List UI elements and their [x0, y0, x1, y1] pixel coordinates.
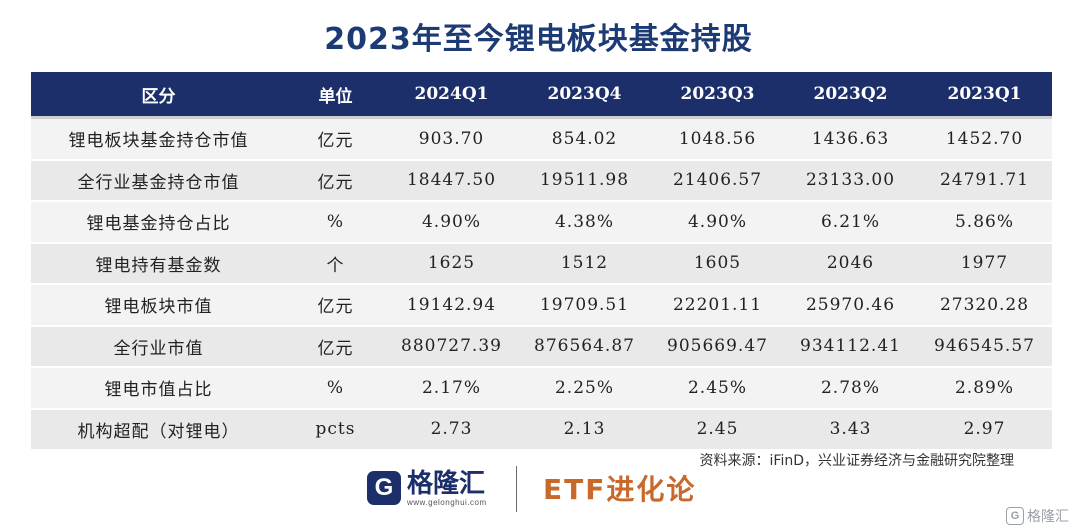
table-cell: 4.90%: [385, 201, 518, 244]
table-cell: 个: [286, 242, 385, 285]
table-cell: 1605: [651, 242, 784, 285]
table-cell: 854.02: [518, 117, 651, 161]
table-cell: 18447.50: [385, 159, 518, 202]
table-cell: 2.25%: [518, 367, 651, 410]
table-cell: 2.45: [651, 408, 784, 451]
table-cell: 锂电基金持仓占比: [31, 201, 286, 244]
header-cell-2023q3: 2023Q3: [651, 72, 784, 119]
table-cell: 1625: [385, 242, 518, 285]
table-cell: 946545.57: [917, 325, 1052, 368]
table-cell: 25970.46: [784, 284, 917, 327]
logo-divider: [516, 466, 517, 512]
table-cell: 4.38%: [518, 201, 651, 244]
table-cell: 1512: [518, 242, 651, 285]
table-cell: 19709.51: [518, 284, 651, 327]
table-cell: 锂电板块基金持仓市值: [31, 117, 286, 161]
table-cell: 2.97: [917, 408, 1052, 451]
table-row: 全行业市值 亿元 880727.39 876564.87 905669.47 9…: [31, 325, 1052, 368]
source-note: 资料来源：iFinD，兴业证券经济与金融研究院整理: [699, 453, 1014, 469]
table-cell: 2.89%: [917, 367, 1052, 410]
table-cell: 全行业基金持仓市值: [31, 159, 286, 202]
table-cell: 2046: [784, 242, 917, 285]
brand-logo-icon: G: [367, 471, 401, 505]
table-row: 全行业基金持仓市值 亿元 18447.50 19511.98 21406.57 …: [31, 159, 1052, 202]
table-cell: 锂电持有基金数: [31, 242, 286, 285]
table-cell: 1452.70: [917, 117, 1052, 161]
brand-name: 格隆汇: [407, 468, 486, 499]
table-header-row: 区分 单位 2024Q1 2023Q4 2023Q3 2023Q2 2023Q1: [31, 72, 1052, 119]
table-row: 锂电板块基金持仓市值 亿元 903.70 854.02 1048.56 1436…: [31, 117, 1052, 161]
table-cell: 934112.41: [784, 325, 917, 368]
table-cell: 锂电市值占比: [31, 367, 286, 410]
brand-url: www.gelonghui.com: [407, 497, 487, 507]
table-cell: 2.73: [385, 408, 518, 451]
table-cell: 亿元: [286, 284, 385, 327]
table-cell: 机构超配（对锂电）: [31, 408, 286, 451]
fund-holdings-table: 区分 单位 2024Q1 2023Q4 2023Q3 2023Q2 2023Q1…: [31, 72, 1052, 451]
table-cell: 1048.56: [651, 117, 784, 161]
table-cell: 亿元: [286, 159, 385, 202]
table-cell: 2.45%: [651, 367, 784, 410]
table-cell: pcts: [286, 408, 385, 451]
table-cell: 5.86%: [917, 201, 1052, 244]
table-cell: 4.90%: [651, 201, 784, 244]
table-row: 机构超配（对锂电） pcts 2.73 2.13 2.45 3.43 2.97: [31, 408, 1052, 451]
header-cell-2023q1: 2023Q1: [917, 72, 1052, 119]
table-cell: 876564.87: [518, 325, 651, 368]
table-cell: 2.78%: [784, 367, 917, 410]
table-row: 锂电持有基金数 个 1625 1512 1605 2046 1977: [31, 242, 1052, 285]
table-cell: 亿元: [286, 117, 385, 161]
watermark-logo-icon: G: [1006, 507, 1024, 525]
header-cell-2023q2: 2023Q2: [784, 72, 917, 119]
table-cell: 2.13: [518, 408, 651, 451]
watermark-text: 格隆汇: [1027, 509, 1069, 525]
table-cell: 1436.63: [784, 117, 917, 161]
table-cell: 22201.11: [651, 284, 784, 327]
table-cell: 3.43: [784, 408, 917, 451]
table-cell: 19511.98: [518, 159, 651, 202]
header-cell-2024q1: 2024Q1: [385, 72, 518, 119]
table-cell: 880727.39: [385, 325, 518, 368]
etf-brand-label: ETF进化论: [543, 473, 697, 506]
table-cell: 23133.00: [784, 159, 917, 202]
page-title: 2023年至今锂电板块基金持股: [324, 22, 753, 57]
brand-text: 格隆汇 www.gelonghui.com: [407, 470, 487, 507]
header-cell-unit: 单位: [286, 72, 385, 119]
table-cell: 27320.28: [917, 284, 1052, 327]
table-cell: 21406.57: [651, 159, 784, 202]
watermark: G 格隆汇: [1006, 506, 1069, 526]
table-cell: %: [286, 367, 385, 410]
table-cell: 24791.71: [917, 159, 1052, 202]
table-cell: 6.21%: [784, 201, 917, 244]
table-cell: 亿元: [286, 325, 385, 368]
table-row: 锂电基金持仓占比 % 4.90% 4.38% 4.90% 6.21% 5.86%: [31, 201, 1052, 244]
table-cell: %: [286, 201, 385, 244]
table-cell: 903.70: [385, 117, 518, 161]
table-cell: 19142.94: [385, 284, 518, 327]
brand-logo: G 格隆汇 www.gelonghui.com: [367, 468, 487, 508]
header-cell-category: 区分: [31, 72, 286, 119]
table-cell: 1977: [917, 242, 1052, 285]
table-cell: 905669.47: [651, 325, 784, 368]
table-cell: 2.17%: [385, 367, 518, 410]
table-row: 锂电板块市值 亿元 19142.94 19709.51 22201.11 259…: [31, 284, 1052, 327]
table-row: 锂电市值占比 % 2.17% 2.25% 2.45% 2.78% 2.89%: [31, 367, 1052, 410]
table-cell: 锂电板块市值: [31, 284, 286, 327]
header-cell-2023q4: 2023Q4: [518, 72, 651, 119]
table-cell: 全行业市值: [31, 325, 286, 368]
